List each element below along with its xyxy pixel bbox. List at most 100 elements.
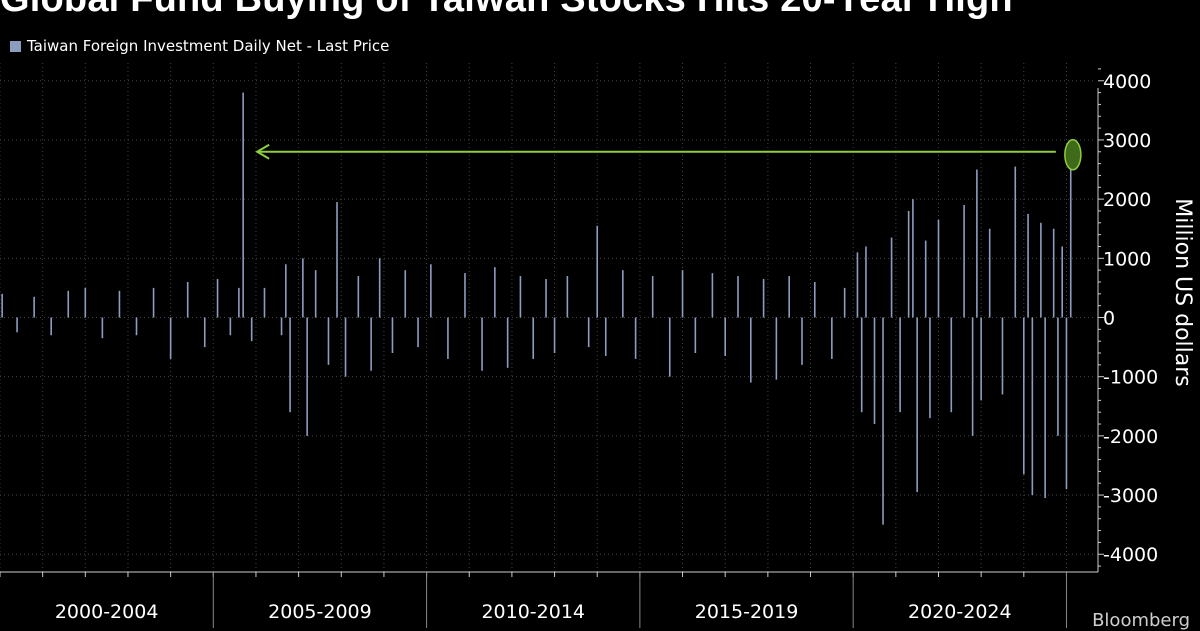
data-bar [651, 276, 654, 318]
data-bar [929, 317, 931, 419]
data-bar [532, 317, 535, 359]
data-bar [553, 317, 556, 354]
data-bar [238, 287, 240, 318]
y-tick-label: 4000 [1103, 71, 1151, 93]
data-bar [1061, 246, 1064, 318]
y-tick-label: -4000 [1103, 544, 1158, 566]
highlight-marker [1064, 138, 1082, 171]
annotations [255, 138, 1082, 171]
data-bar [1052, 228, 1055, 318]
data-bar [681, 270, 684, 318]
data-bar [327, 317, 330, 365]
legend-label: Taiwan Foreign Investment Daily Net - La… [27, 37, 390, 55]
data-bar [464, 273, 466, 318]
data-bar [84, 287, 87, 318]
data-bar [67, 290, 70, 318]
data-bar [336, 202, 338, 318]
data-bar [417, 317, 419, 348]
y-tick-label: 0 [1103, 308, 1115, 330]
x-period-label: 2000-2004 [55, 601, 159, 623]
legend-swatch [10, 40, 21, 52]
data-bar [788, 276, 790, 318]
data-bar [775, 317, 778, 380]
data-bar [481, 317, 483, 371]
data-bar [447, 317, 449, 359]
y-axis-label: Million US dollars [1170, 198, 1195, 387]
data-bar [566, 276, 569, 318]
data-bar [186, 281, 189, 318]
data-bar [749, 317, 752, 383]
data-bar [285, 264, 287, 318]
data-bar [344, 317, 347, 377]
series-bars [1, 92, 1072, 525]
legend: Taiwan Foreign Investment Daily Net - La… [10, 37, 389, 55]
data-bar [545, 279, 547, 318]
y-tick-label: 3000 [1103, 130, 1151, 152]
data-bar [634, 317, 637, 359]
data-bar [694, 317, 697, 354]
data-bar [711, 273, 714, 318]
data-bar [1040, 222, 1042, 318]
data-bar [724, 317, 726, 356]
data-bar [519, 276, 522, 318]
data-bar [762, 279, 765, 318]
data-bar [506, 317, 509, 368]
y-tick-label: -2000 [1103, 426, 1158, 448]
data-bar [604, 317, 607, 356]
data-bar [856, 252, 859, 318]
x-period-label: 2005-2009 [268, 601, 372, 623]
data-bar [813, 281, 816, 318]
data-bar [1023, 317, 1025, 475]
source-credit: Bloomberg [1092, 610, 1190, 631]
data-bar [1065, 317, 1068, 490]
data-bar [988, 228, 991, 318]
data-bar [907, 210, 910, 318]
data-bar [280, 317, 283, 336]
data-bar [229, 317, 232, 336]
data-bar [33, 296, 35, 318]
data-bar [937, 219, 940, 318]
data-bar [980, 317, 982, 401]
data-bar [737, 276, 739, 318]
data-bar [314, 270, 317, 318]
data-bar [404, 270, 407, 318]
data-bar [370, 317, 372, 371]
chart-title: Global Fund Buying of Taiwan Stocks Hits… [0, 0, 1013, 21]
data-bar [1057, 317, 1059, 436]
data-bar [1027, 213, 1029, 318]
annotation-arrow-head [255, 143, 270, 160]
data-bar [242, 92, 244, 318]
data-bar [135, 317, 138, 336]
data-bar [963, 205, 965, 318]
data-bar [1, 293, 3, 318]
data-bar [912, 199, 914, 318]
data-bar [152, 287, 155, 318]
data-bar [668, 317, 671, 377]
data-bar [357, 276, 360, 318]
data-bar [801, 317, 803, 365]
data-bar [831, 317, 833, 359]
data-bar [216, 279, 219, 318]
data-bar [494, 267, 496, 318]
data-bar [950, 317, 953, 413]
x-period-label: 2020-2024 [908, 601, 1012, 623]
data-bar [587, 317, 590, 348]
data-bar [1044, 317, 1046, 499]
data-bar [306, 317, 308, 436]
y-tick-label: 1000 [1103, 248, 1151, 270]
data-bar [924, 240, 927, 318]
y-tick-label: -1000 [1103, 367, 1158, 389]
data-bar [50, 317, 52, 336]
data-bar [263, 287, 266, 318]
data-bar [890, 237, 893, 318]
data-bar [1014, 166, 1017, 318]
data-bar [873, 317, 876, 425]
data-bar [203, 317, 206, 348]
data-bar [916, 317, 918, 493]
data-bar [16, 317, 18, 333]
data-bar [1031, 317, 1034, 496]
data-bar [860, 317, 863, 413]
data-bar [101, 317, 104, 339]
data-bar [430, 264, 432, 318]
